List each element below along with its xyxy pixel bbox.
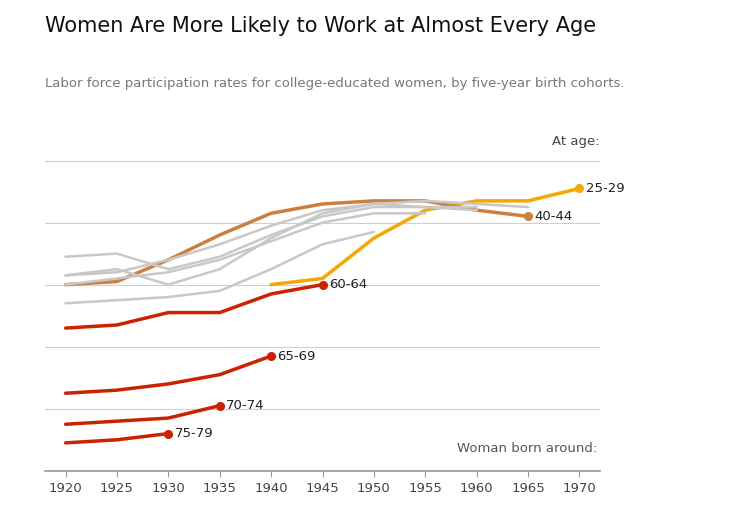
Text: Labor force participation rates for college-educated women, by five-year birth c: Labor force participation rates for coll… (45, 77, 625, 90)
Text: 40-44: 40-44 (534, 210, 572, 223)
Text: 65-69: 65-69 (278, 350, 316, 362)
Text: 25-29: 25-29 (586, 182, 624, 195)
Text: At age:: At age: (552, 135, 600, 148)
Text: 70-74: 70-74 (226, 399, 265, 412)
Text: Women Are More Likely to Work at Almost Every Age: Women Are More Likely to Work at Almost … (45, 16, 596, 36)
Text: Woman born around:: Woman born around: (457, 442, 597, 455)
Text: 75-79: 75-79 (175, 427, 213, 440)
Text: 60-64: 60-64 (328, 278, 367, 291)
